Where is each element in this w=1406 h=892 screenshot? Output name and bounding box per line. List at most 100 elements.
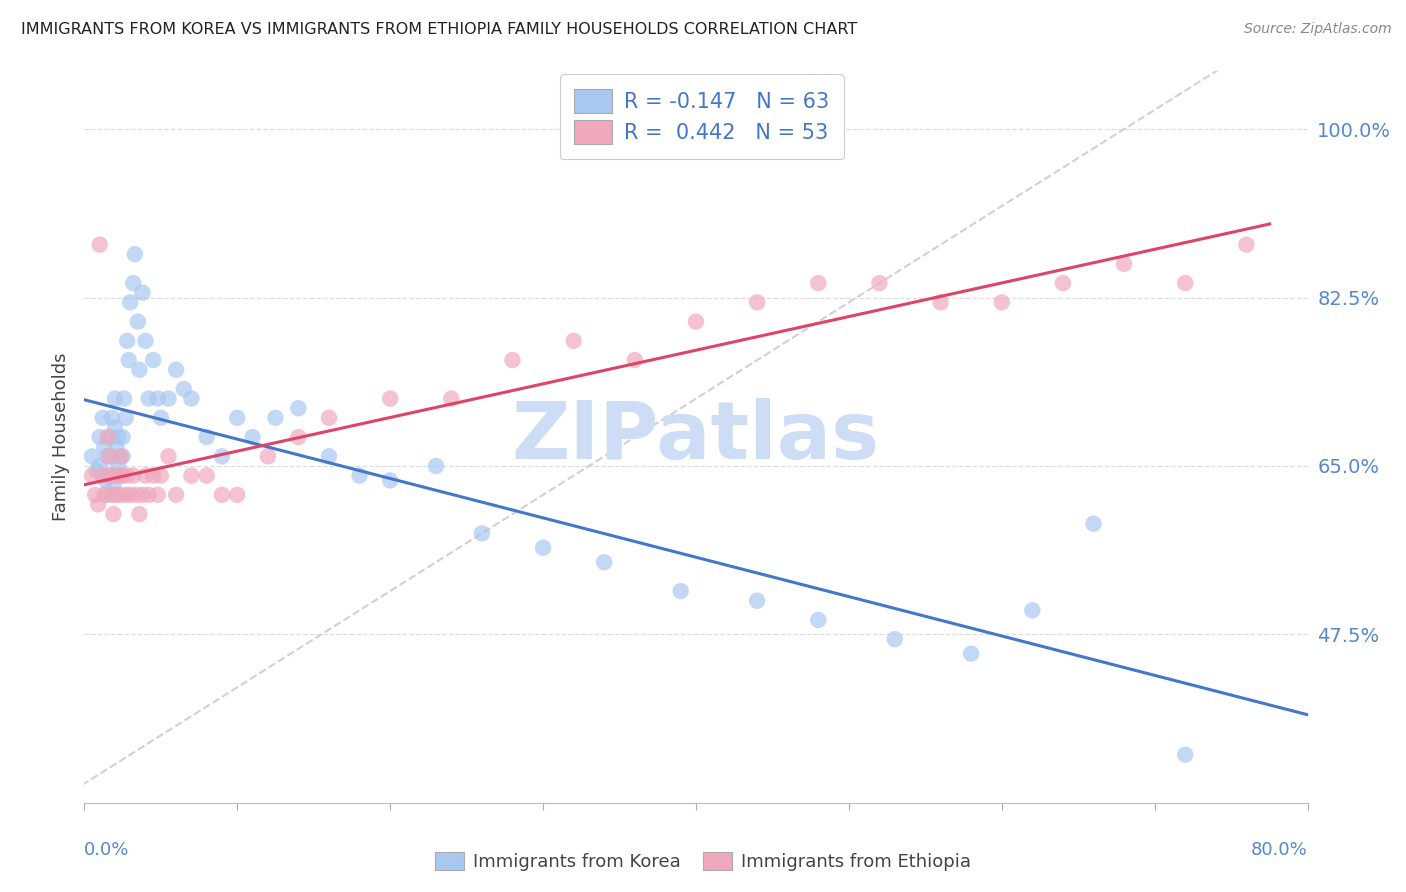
Point xyxy=(929,295,952,310)
Point xyxy=(97,468,120,483)
Point xyxy=(180,468,202,483)
Point xyxy=(747,593,769,607)
Point xyxy=(562,334,585,348)
Point xyxy=(165,362,187,376)
Point xyxy=(96,450,118,464)
Point xyxy=(98,468,121,483)
Point xyxy=(1083,516,1105,531)
Y-axis label: Family Households: Family Households xyxy=(52,353,70,521)
Point xyxy=(226,488,249,502)
Point xyxy=(157,392,180,406)
Point xyxy=(89,458,111,473)
Point xyxy=(138,488,160,502)
Point xyxy=(110,450,132,464)
Point xyxy=(991,295,1014,310)
Point xyxy=(131,488,153,502)
Point xyxy=(593,555,616,569)
Point xyxy=(94,474,117,488)
Point xyxy=(91,410,114,425)
Text: ZIPatlas: ZIPatlas xyxy=(512,398,880,476)
Point xyxy=(883,632,905,647)
Point xyxy=(1114,257,1136,271)
Point xyxy=(1174,747,1197,762)
Point xyxy=(107,430,129,444)
Point xyxy=(242,430,264,444)
Point xyxy=(531,541,554,555)
Point xyxy=(226,410,249,425)
Point xyxy=(287,401,309,416)
Legend: R = -0.147   N = 63, R =  0.442   N = 53: R = -0.147 N = 63, R = 0.442 N = 53 xyxy=(560,74,844,159)
Text: IMMIGRANTS FROM KOREA VS IMMIGRANTS FROM ETHIOPIA FAMILY HOUSEHOLDS CORRELATION : IMMIGRANTS FROM KOREA VS IMMIGRANTS FROM… xyxy=(21,22,858,37)
Text: 0.0%: 0.0% xyxy=(84,841,129,859)
Point xyxy=(142,353,165,368)
Point xyxy=(80,468,103,483)
Point xyxy=(318,410,340,425)
Point xyxy=(104,468,127,483)
Point xyxy=(807,276,830,290)
Point xyxy=(107,458,129,473)
Point xyxy=(173,382,195,396)
Point xyxy=(211,488,233,502)
Point xyxy=(127,315,149,329)
Point xyxy=(1021,603,1043,617)
Text: Source: ZipAtlas.com: Source: ZipAtlas.com xyxy=(1244,22,1392,37)
Point xyxy=(128,507,150,521)
Point xyxy=(180,392,202,406)
Point xyxy=(264,410,287,425)
Point xyxy=(122,468,145,483)
Point xyxy=(110,468,132,483)
Point xyxy=(111,468,134,483)
Point xyxy=(195,468,218,483)
Point xyxy=(108,450,131,464)
Point xyxy=(97,450,120,464)
Point xyxy=(93,488,115,502)
Point xyxy=(380,392,402,406)
Point xyxy=(128,362,150,376)
Point xyxy=(118,353,141,368)
Point xyxy=(124,247,146,261)
Point xyxy=(122,276,145,290)
Point xyxy=(89,430,111,444)
Point xyxy=(120,295,142,310)
Point xyxy=(112,392,135,406)
Point xyxy=(807,613,830,627)
Point xyxy=(115,468,138,483)
Point xyxy=(111,430,134,444)
Point xyxy=(195,430,218,444)
Point xyxy=(125,488,148,502)
Point xyxy=(101,450,124,464)
Point xyxy=(1052,276,1074,290)
Point xyxy=(96,488,118,502)
Point xyxy=(120,488,142,502)
Point xyxy=(98,430,121,444)
Point xyxy=(80,450,103,464)
Legend: Immigrants from Korea, Immigrants from Ethiopia: Immigrants from Korea, Immigrants from E… xyxy=(429,845,977,879)
Point xyxy=(114,410,136,425)
Point xyxy=(211,450,233,464)
Point xyxy=(146,488,169,502)
Point xyxy=(108,488,131,502)
Point xyxy=(624,353,647,368)
Point xyxy=(149,468,172,483)
Point xyxy=(104,420,127,434)
Point xyxy=(747,295,769,310)
Point xyxy=(960,647,983,661)
Point xyxy=(157,450,180,464)
Point xyxy=(1234,237,1257,252)
Point xyxy=(146,392,169,406)
Point xyxy=(105,488,128,502)
Point xyxy=(93,440,115,454)
Point xyxy=(84,488,107,502)
Point xyxy=(142,468,165,483)
Point xyxy=(103,507,125,521)
Point xyxy=(349,468,371,483)
Point xyxy=(440,392,463,406)
Point xyxy=(1174,276,1197,290)
Point xyxy=(107,468,129,483)
Point xyxy=(91,468,114,483)
Point xyxy=(318,450,340,464)
Point xyxy=(101,488,124,502)
Point xyxy=(471,526,494,541)
Point xyxy=(149,410,172,425)
Point xyxy=(685,315,707,329)
